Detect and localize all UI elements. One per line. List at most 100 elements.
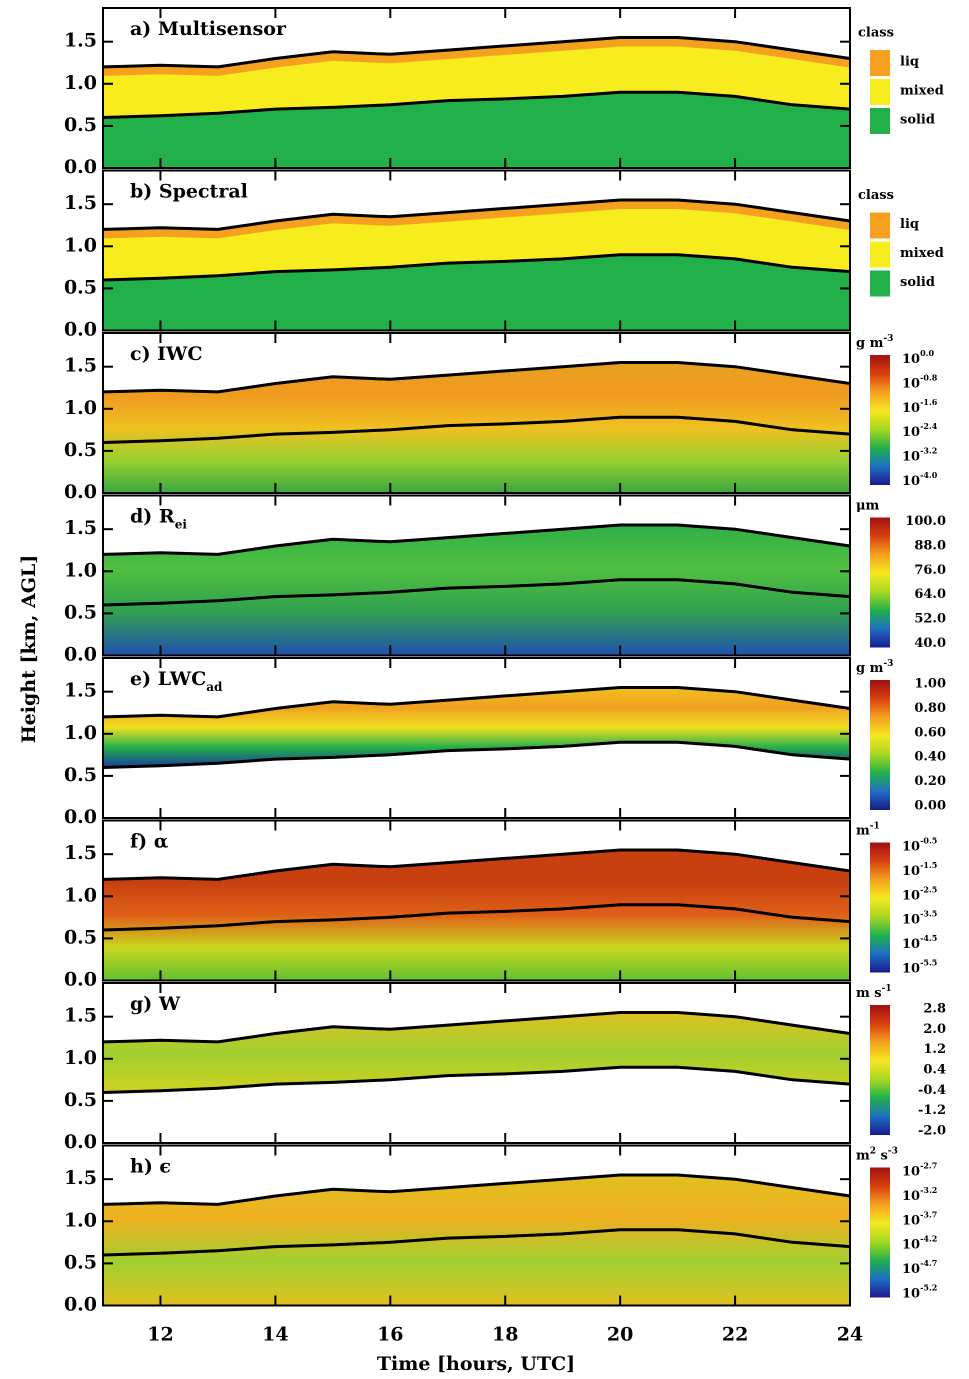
y-tick-label: 0.5: [64, 439, 97, 461]
label-base: 10: [902, 912, 920, 927]
y-tick-label: 1.0: [64, 234, 97, 256]
colorbar-label: 10-0.8: [902, 372, 938, 391]
y-tick-label: 1.0: [64, 397, 97, 419]
label-exp: -1.6: [920, 397, 938, 407]
y-tick-label: 1.0: [64, 559, 97, 581]
y-tick-label: 1.0: [64, 1047, 97, 1069]
cloud-top-line: [102, 523, 851, 556]
label-exp: -2.7: [920, 1161, 937, 1171]
y-tick-label: 0.5: [64, 926, 97, 948]
cloud-base-line: [102, 253, 851, 282]
y-tick-label: 1.5: [64, 517, 97, 539]
colorbar: [870, 842, 890, 973]
colorbar: [870, 680, 890, 810]
y-tick-label: 0.0: [64, 806, 97, 828]
colorbar-label: 0.00: [914, 799, 946, 814]
y-tick-label: 1.5: [64, 30, 97, 52]
label-exp: -3.5: [920, 909, 937, 919]
title-sub: ei: [175, 517, 188, 531]
y-tick-label: 0.0: [64, 156, 97, 178]
y-tick-label: 1.5: [64, 355, 97, 377]
panel-frame: [102, 819, 851, 982]
field: [103, 525, 850, 656]
cloud-base-line: [102, 1228, 851, 1257]
colorbar-label: 40.0: [914, 636, 946, 651]
field: [103, 1175, 850, 1306]
cloud-base-line: [102, 90, 851, 119]
legend-label: liq: [900, 55, 919, 70]
panel-frame: [102, 982, 851, 1144]
legend-label: mixed: [900, 84, 944, 99]
y-tick-label: 0.0: [64, 644, 97, 666]
title-sub: ad: [206, 680, 223, 694]
title-text: e) LWC: [130, 668, 206, 690]
colorbar-unit: g m-3: [856, 334, 893, 351]
colorbar: [870, 1167, 890, 1298]
label-exp: -2.5: [920, 884, 937, 894]
colorbar: [870, 517, 890, 648]
unit-part: s: [876, 1148, 888, 1163]
label-base: 10: [902, 937, 920, 952]
unit-sup: -1: [882, 984, 892, 994]
legend-label: mixed: [900, 246, 944, 261]
label-base: 10: [902, 425, 920, 440]
title-text: g) W: [130, 993, 181, 1015]
colorbar: [870, 355, 890, 485]
unit-sup: 2: [870, 1146, 876, 1156]
legend-swatch: [870, 212, 890, 239]
x-axis-label: Time [hours, UTC]: [377, 1353, 575, 1375]
unit-sup: -1: [870, 821, 880, 831]
y-tick-label: 0.5: [64, 764, 97, 786]
title-text: f) α: [130, 831, 169, 853]
unit-sup: -3: [883, 334, 893, 344]
unit-sup: -3: [883, 659, 893, 669]
cloud-base-line: [102, 740, 851, 769]
colorbar-label: 76.0: [914, 563, 946, 578]
title-text: c) IWC: [130, 343, 203, 365]
liquid-fringe: [102, 38, 851, 76]
legend-swatch: [870, 241, 890, 268]
title-text: b) Spectral: [130, 181, 248, 203]
y-tick-label: 1.0: [64, 722, 97, 744]
panel-title: h) ϵ: [130, 1156, 171, 1178]
label-exp: -5.2: [920, 1283, 937, 1293]
title-text: h) ϵ: [130, 1156, 171, 1178]
label-base: 10: [902, 1262, 920, 1277]
label-base: 10: [902, 400, 920, 415]
cloud-top-line: [102, 1011, 851, 1044]
colorbar-label: 100.0: [905, 514, 946, 529]
legend-swatch: [870, 270, 890, 297]
label-exp: -0.5: [920, 836, 937, 846]
colorbar-label: 88.0: [914, 538, 946, 553]
label-exp: -4.0: [920, 470, 938, 480]
x-tick-label: 16: [377, 1324, 403, 1346]
legend-swatch: [870, 79, 890, 105]
legend-title: class: [858, 26, 894, 41]
panel-frame: [102, 494, 851, 657]
y-tick-label: 0.0: [64, 481, 97, 503]
panel-title: a) Multisensor: [130, 18, 287, 40]
y-tick-label: 0.5: [64, 1089, 97, 1111]
x-tick-label: 22: [722, 1324, 748, 1346]
label-exp: -4.2: [920, 1234, 937, 1244]
colorbar-unit: m2 s-3: [856, 1146, 898, 1163]
cloud-top-line: [102, 198, 851, 231]
colorbar-label: 64.0: [914, 587, 946, 602]
panel-title: b) Spectral: [130, 181, 248, 203]
colorbar-label: 10-2.4: [902, 421, 938, 440]
y-tick-label: 1.5: [64, 1005, 97, 1027]
panel-frame: [102, 169, 851, 332]
label-base: 10: [902, 1237, 920, 1252]
colorbar-label: 0.4: [923, 1063, 946, 1078]
colorbar-unit: μm: [856, 498, 880, 513]
label-base: 10: [902, 449, 920, 464]
unit-part: m: [856, 1148, 870, 1163]
cloud-base-line: [102, 1065, 851, 1094]
colorbar-label: -1.2: [918, 1103, 946, 1118]
colorbar-label: -2.0: [918, 1124, 946, 1139]
label-base: 10: [902, 1213, 920, 1228]
label-base: 10: [902, 839, 920, 854]
legend-swatch: [870, 50, 890, 76]
y-tick-label: 1.5: [64, 192, 97, 214]
y-tick-label: 0.0: [64, 319, 97, 341]
